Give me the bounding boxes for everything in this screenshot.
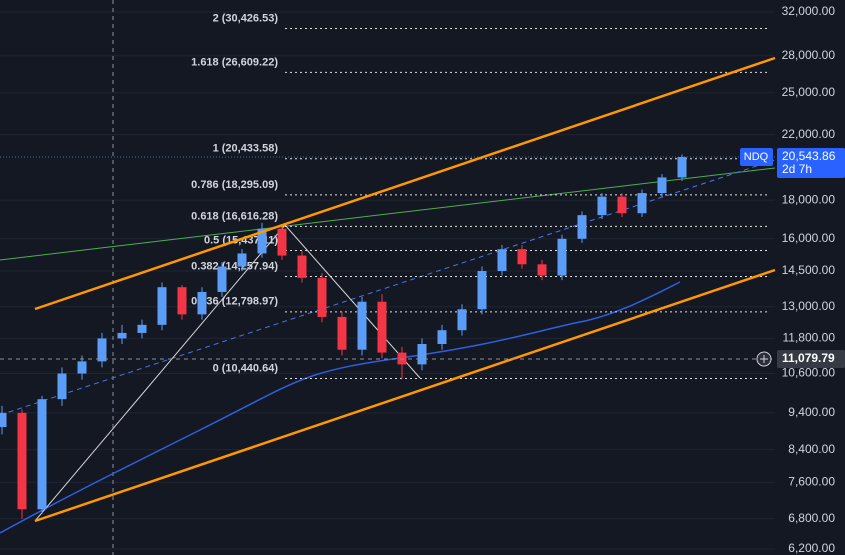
candle-body	[217, 266, 227, 292]
candle-body	[597, 196, 607, 216]
candle-body	[657, 177, 667, 194]
fib-label: 1 (20,433.58)	[213, 143, 279, 155]
candle-body	[277, 228, 287, 256]
candle-body	[537, 264, 547, 276]
last-price-label: 20,543.86	[782, 149, 836, 163]
candle-body	[477, 271, 487, 310]
fib-label: 0.236 (12,798.97)	[191, 296, 278, 308]
countdown-label: 2d 7h	[782, 162, 812, 176]
y-tick-label: 18,000.00	[782, 192, 836, 206]
fib-label: 0.618 (16,616.28)	[191, 210, 278, 222]
fib-label: 0 (10,440.64)	[213, 362, 279, 374]
candle-body	[0, 412, 7, 428]
candle-body	[257, 228, 267, 254]
y-tick-label: 16,000.00	[782, 231, 836, 245]
candle-body	[497, 249, 507, 272]
candle-body	[617, 196, 627, 214]
fib-label: 0.382 (14,257.94)	[191, 260, 278, 272]
candle-body	[357, 301, 367, 350]
candle-body	[557, 238, 567, 276]
candle-body	[237, 253, 247, 267]
candle-body	[197, 291, 207, 315]
candle-body	[577, 215, 587, 239]
fib-levels: 2 (30,426.53) 1.618 (26,609.22) 1 (20,433.…	[191, 12, 770, 379]
candle-body	[517, 249, 527, 265]
green-trendline	[0, 167, 776, 261]
y-tick-label: 22,000.00	[782, 127, 836, 141]
y-tick-label: 25,000.00	[782, 85, 836, 99]
candle-body	[137, 324, 147, 333]
y-tick-label: 6,200.00	[788, 541, 835, 555]
candle-body	[177, 287, 187, 315]
grid	[0, 11, 775, 550]
y-tick-label: 13,000.00	[782, 299, 836, 313]
candle-body	[157, 287, 167, 325]
candle-body	[297, 255, 307, 278]
candle-body	[377, 301, 387, 353]
candle-body	[417, 344, 427, 365]
last-price-badge	[777, 148, 845, 179]
candle-body	[637, 193, 647, 214]
crosshair-label: 11,079.79	[782, 351, 835, 365]
candle-body	[57, 373, 67, 400]
moving-average	[0, 281, 681, 534]
candles	[0, 154, 687, 519]
candle-body	[97, 338, 107, 362]
channel-upper	[34, 56, 776, 311]
candle-body	[37, 399, 47, 510]
candle-body	[397, 352, 407, 365]
add-icon	[760, 355, 768, 364]
candle-body	[117, 332, 127, 339]
crosshair-badge	[777, 350, 845, 369]
fib-label: 0.5 (15,437.11)	[204, 234, 278, 246]
y-tick-label: 10,600.00	[782, 366, 836, 380]
price-axis: 32,000.00 28,000.00 25,000.00 22,000.00 18,0…	[0, 4, 845, 555]
y-tick-label: 7,600.00	[788, 475, 835, 489]
y-tick-label: 28,000.00	[782, 48, 836, 62]
y-tick-label: 9,400.00	[788, 405, 835, 419]
fib-label: 1.618 (26,609.22)	[191, 56, 278, 68]
y-tick-label: 8,400.00	[788, 442, 835, 456]
y-tick-label: 14,500.00	[782, 263, 836, 277]
candle-body	[317, 277, 327, 317]
fib-label: 0.786 (18,295.09)	[191, 179, 278, 191]
y-tick-label: 6,800.00	[788, 511, 835, 525]
candle-body	[457, 309, 467, 331]
candle-body	[17, 412, 27, 510]
candle-body	[77, 361, 87, 374]
symbol-label: NDQ	[744, 151, 769, 163]
candle-body	[437, 330, 447, 345]
fib-label: 2 (30,426.53)	[213, 12, 279, 24]
candle-body	[337, 316, 347, 350]
symbol-badge	[740, 148, 773, 167]
y-tick-label: 32,000.00	[782, 4, 836, 18]
channel-lower	[34, 268, 776, 523]
y-tick-label: 11,800.00	[783, 331, 836, 345]
candle-body	[677, 157, 687, 178]
